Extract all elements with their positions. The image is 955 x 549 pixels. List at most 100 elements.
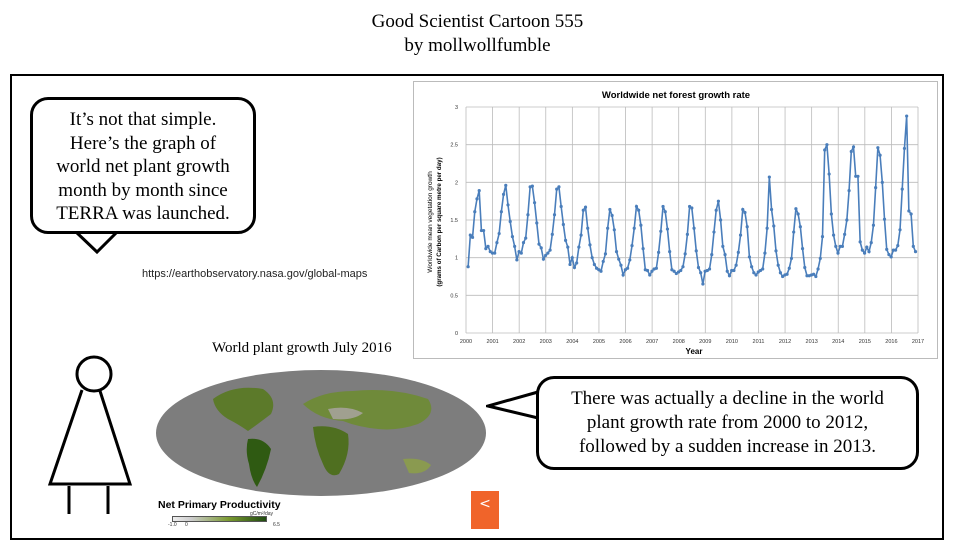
data-point bbox=[521, 241, 526, 245]
data-point bbox=[707, 267, 712, 271]
head bbox=[75, 355, 113, 393]
data-point bbox=[645, 268, 650, 273]
data-point bbox=[869, 241, 873, 245]
x-tick-label: 2017 bbox=[912, 339, 924, 345]
data-point bbox=[570, 256, 574, 260]
data-point bbox=[714, 208, 718, 212]
y-tick-label: 0 bbox=[455, 331, 458, 337]
x-tick-label: 2005 bbox=[593, 339, 605, 345]
data-point bbox=[694, 249, 698, 253]
y-tick-label: 0.5 bbox=[450, 293, 458, 299]
chart-svg: Worldwide net forest growth rate 2000 200… bbox=[427, 90, 924, 356]
data-point bbox=[818, 256, 822, 261]
x-tick-label: 2013 bbox=[806, 339, 818, 345]
data-point bbox=[475, 197, 479, 201]
data-point bbox=[668, 250, 672, 254]
data-point bbox=[902, 146, 907, 151]
data-point bbox=[745, 225, 749, 229]
data-point bbox=[681, 265, 685, 269]
data-point bbox=[535, 221, 539, 225]
y-tick-label: 2.5 bbox=[450, 143, 458, 149]
data-point bbox=[473, 210, 477, 214]
data-point bbox=[816, 267, 820, 271]
data-point bbox=[763, 251, 767, 255]
x-tick-label: 2000 bbox=[460, 339, 472, 345]
data-point bbox=[484, 247, 488, 251]
x-tick-label: 2008 bbox=[673, 339, 685, 345]
data-point bbox=[849, 149, 853, 154]
data-point bbox=[546, 251, 550, 255]
data-point bbox=[831, 233, 836, 237]
data-point bbox=[659, 229, 663, 233]
data-point bbox=[679, 268, 683, 273]
data-point bbox=[787, 266, 791, 270]
data-point bbox=[823, 148, 827, 152]
data-point bbox=[665, 227, 670, 231]
data-point bbox=[506, 203, 510, 207]
data-point bbox=[482, 228, 486, 233]
legend-tick: -1.0 bbox=[168, 522, 177, 528]
data-point bbox=[699, 271, 703, 275]
data-point bbox=[692, 226, 696, 230]
x-tick-label: 2002 bbox=[513, 339, 525, 345]
data-point bbox=[900, 187, 904, 191]
data-point bbox=[776, 263, 780, 267]
bubble-line: Here’s the graph of bbox=[69, 132, 217, 154]
data-point bbox=[896, 244, 900, 248]
data-point bbox=[769, 207, 774, 212]
data-point bbox=[510, 234, 515, 239]
data-point bbox=[599, 269, 603, 273]
data-point bbox=[865, 245, 869, 249]
data-point bbox=[805, 274, 809, 278]
data-point bbox=[590, 256, 594, 260]
data-point bbox=[710, 253, 714, 257]
data-point bbox=[486, 244, 490, 248]
world-map-image bbox=[153, 369, 490, 529]
data-point bbox=[858, 240, 862, 244]
data-point bbox=[663, 210, 667, 214]
data-point bbox=[630, 244, 634, 248]
y-axis-label-1: Worldwide mean vegetation growth bbox=[427, 171, 434, 273]
data-point bbox=[477, 189, 481, 193]
data-point bbox=[499, 210, 503, 214]
data-point bbox=[754, 273, 758, 277]
y-axis-label-2: (grams of Carbon per square metre per da… bbox=[436, 157, 443, 286]
data-point bbox=[606, 226, 610, 230]
x-tick-label: 2006 bbox=[619, 339, 631, 345]
data-point bbox=[690, 206, 694, 210]
data-point bbox=[541, 257, 546, 261]
data-point bbox=[621, 273, 625, 277]
data-point bbox=[765, 226, 769, 230]
data-point bbox=[515, 258, 519, 262]
x-axis-label: Year bbox=[686, 347, 703, 356]
share-button[interactable]: < bbox=[471, 491, 499, 529]
data-point bbox=[803, 265, 807, 270]
y-tick-label: 1 bbox=[455, 256, 458, 262]
data-point bbox=[843, 232, 847, 236]
data-point bbox=[887, 253, 891, 257]
data-point bbox=[812, 272, 816, 276]
y-tick-label: 2 bbox=[455, 180, 458, 186]
data-point bbox=[736, 250, 740, 254]
data-point bbox=[800, 247, 805, 251]
data-point bbox=[559, 204, 563, 209]
data-point bbox=[772, 224, 776, 228]
data-point bbox=[650, 269, 654, 273]
data-point bbox=[614, 250, 619, 254]
data-point bbox=[827, 172, 831, 176]
data-point bbox=[632, 226, 636, 230]
data-point bbox=[468, 233, 472, 237]
title-line-2: by mollwollfumble bbox=[404, 35, 551, 56]
source-url[interactable]: https://earthobservatory.nasa.gov/global… bbox=[142, 268, 368, 280]
data-point bbox=[519, 251, 523, 255]
data-point bbox=[898, 228, 902, 232]
data-point bbox=[637, 208, 641, 212]
data-point bbox=[730, 268, 734, 273]
data-point bbox=[612, 228, 616, 232]
data-point bbox=[719, 218, 723, 222]
bubble-line: There was actually a decline in the worl… bbox=[571, 388, 884, 409]
data-point bbox=[508, 219, 512, 224]
x-tick-label: 2009 bbox=[699, 339, 711, 345]
data-point bbox=[789, 256, 794, 261]
legend-unit: gC/m²/day bbox=[250, 511, 274, 517]
